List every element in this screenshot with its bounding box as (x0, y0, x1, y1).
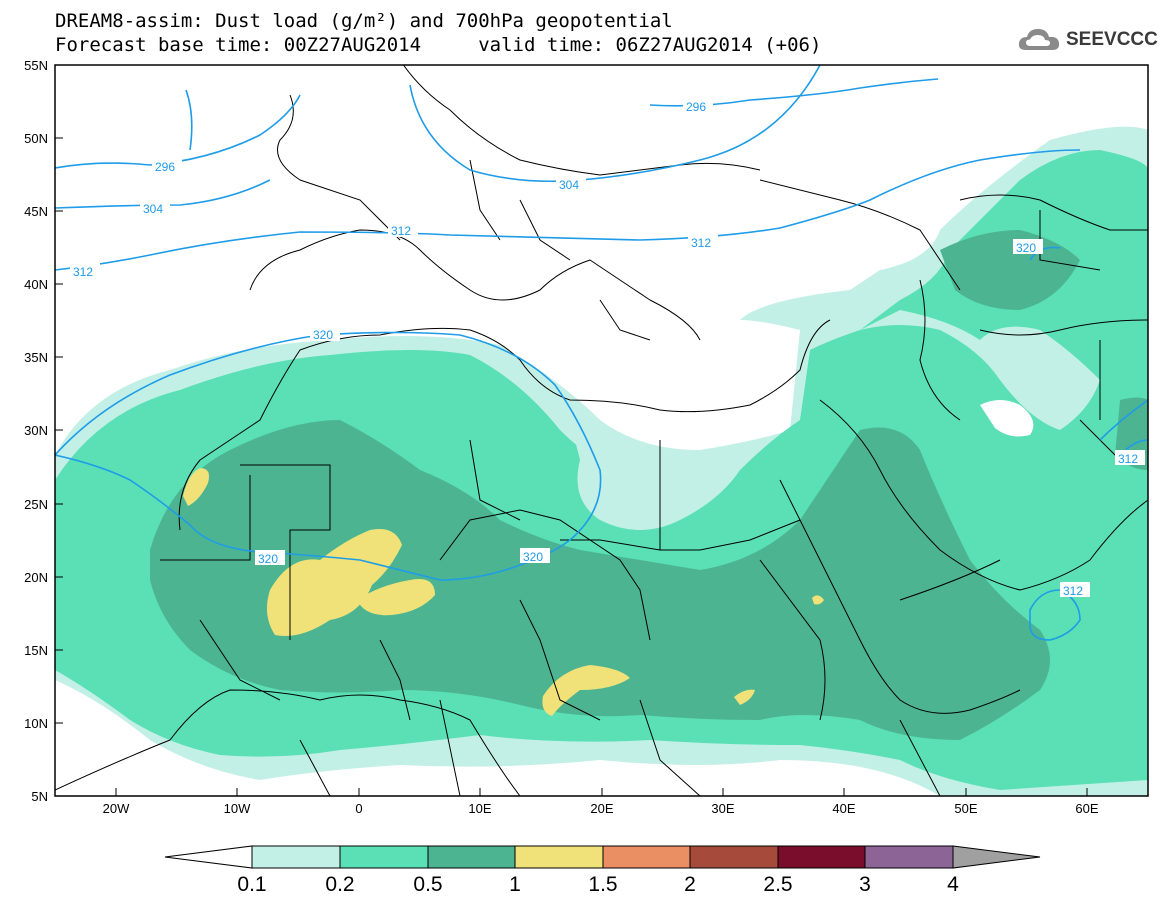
contour-label: 312 (73, 265, 93, 279)
lat-label: 15N (24, 643, 48, 658)
lon-label: 10W (224, 801, 251, 816)
colorbar-label: 0.1 (237, 873, 266, 896)
contour-label: 312 (691, 236, 711, 250)
lon-label: 20E (590, 801, 613, 816)
colorbar-label: 1 (509, 873, 521, 896)
dust-load-field (55, 126, 1148, 796)
dust-level-0-5 (150, 420, 1050, 740)
lat-label: 55N (24, 58, 48, 73)
colorbar-swatch (339, 845, 429, 869)
contour-label: 320 (523, 550, 543, 564)
contour-label: 320 (313, 328, 333, 342)
contour-label: 304 (143, 202, 163, 216)
colorbar-label: 1.5 (588, 873, 617, 896)
lon-label: 0 (355, 801, 362, 816)
lat-label: 10N (24, 716, 48, 731)
lon-label: 10E (468, 801, 491, 816)
lon-label: 50E (954, 801, 977, 816)
longitude-axis: 20W 10W 0 10E 20E 30E 40E 50E 60E (103, 788, 1099, 816)
colorbar-swatch (251, 845, 341, 869)
map-title: DREAM8-assim: Dust load (g/m²) and 700hP… (55, 10, 673, 32)
seevccc-logo: SEEVCCC (1016, 22, 1158, 58)
lat-label: 40N (24, 277, 48, 292)
forecast-time-subtitle: Forecast base time: 00Z27AUG2014 valid t… (55, 34, 822, 56)
colorbar-label: 4 (947, 873, 959, 896)
lat-label: 5N (31, 789, 48, 804)
logo-text: SEEVCCC (1066, 29, 1158, 50)
lon-label: 60E (1075, 801, 1098, 816)
contour-label: 296 (686, 100, 706, 114)
contour-label: 320 (258, 552, 278, 566)
cloud-icon (1018, 29, 1060, 50)
lat-label: 50N (24, 131, 48, 146)
colorbar-swatch (514, 845, 604, 869)
colorbar-label: 3 (859, 873, 871, 896)
colorbar-swatch-below (164, 845, 253, 869)
contour-labels: 296 296 304 304 312 312 312 320 320 320 … (70, 98, 1145, 598)
lat-label: 35N (24, 350, 48, 365)
colorbar-swatch (427, 845, 516, 869)
lon-label: 20W (103, 801, 130, 816)
contour-label: 296 (155, 160, 175, 174)
colorbar-label: 2 (684, 873, 696, 896)
colorbar-label: 0.2 (325, 873, 354, 896)
lon-label: 30E (711, 801, 734, 816)
colorbar-labels: 0.1 0.2 0.5 1 1.5 2 2.5 3 4 (237, 873, 959, 896)
lat-label: 45N (24, 204, 48, 219)
colorbar-swatch (689, 845, 779, 869)
contour-label: 304 (559, 178, 579, 192)
dust-level-1 (266, 529, 402, 636)
colorbar-swatch (602, 845, 691, 869)
lat-label: 25N (24, 497, 48, 512)
contour-label: 320 (1016, 241, 1036, 255)
latitude-axis: 55N 50N 45N 40N 35N 30N 25N 20N 15N 10N … (24, 58, 63, 804)
colorbar-label: 0.5 (413, 873, 442, 896)
lat-label: 20N (24, 570, 48, 585)
colorbar-swatch (777, 845, 866, 869)
contour-label: 312 (391, 224, 411, 238)
contour-label: 312 (1063, 584, 1083, 598)
lat-label: 30N (24, 423, 48, 438)
contour-label: 312 (1118, 452, 1138, 466)
colorbar-label: 2.5 (763, 873, 792, 896)
colorbar-swatch (864, 845, 954, 869)
lon-label: 40E (832, 801, 855, 816)
coastlines-and-borders (55, 65, 1148, 796)
colorbar (164, 845, 1041, 869)
colorbar-swatch-above (952, 845, 1041, 869)
